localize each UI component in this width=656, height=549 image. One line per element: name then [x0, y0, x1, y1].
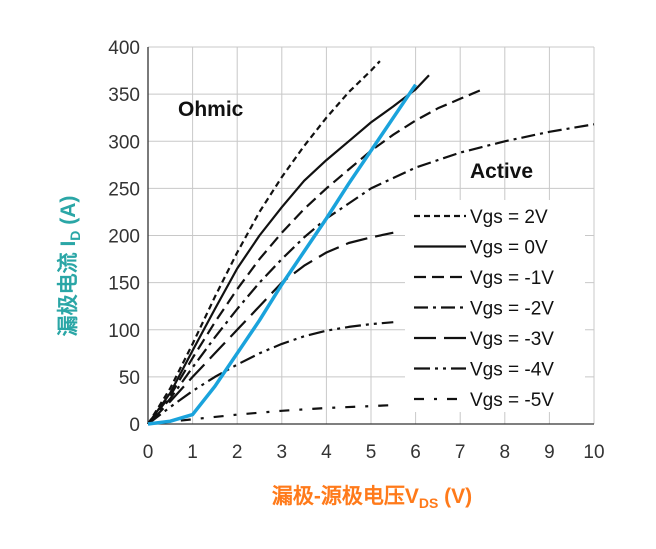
- y-tick-label: 100: [108, 321, 140, 342]
- legend-label-4: Vgs = -3V: [470, 329, 554, 350]
- x-tick-label: 1: [187, 442, 198, 463]
- legend-label-2: Vgs = -1V: [470, 268, 554, 289]
- x-tick-label: 0: [143, 442, 154, 463]
- y-axis-label: 漏极电流 ID (A): [56, 196, 83, 337]
- x-tick-label: 9: [544, 442, 555, 463]
- y-tick-label: 400: [108, 38, 140, 59]
- x-axis-label-main: 漏极-源极电压V: [272, 484, 419, 508]
- series-line-1: [147, 74, 430, 425]
- x-tick-label: 6: [410, 442, 421, 463]
- legend-label-5: Vgs = -4V: [470, 360, 554, 381]
- annotation-ohmic: Ohmic: [178, 98, 244, 121]
- legend: Vgs = 2V Vgs = 0V Vgs = -1V Vgs = -2V Vgs = …: [414, 207, 554, 411]
- x-tick-label: 2: [232, 442, 243, 463]
- y-tick-label: 200: [108, 227, 140, 248]
- y-tick-label: 350: [108, 85, 140, 106]
- y-tick-label: 300: [108, 132, 140, 153]
- series-line-2: [147, 88, 483, 425]
- series-line-4: [147, 231, 394, 425]
- legend-background: [405, 200, 585, 412]
- x-axis-label-subscript: DS: [419, 495, 438, 511]
- x-tick-label: 4: [321, 442, 332, 463]
- y-axis-label-main: 漏极电流 I: [56, 241, 80, 337]
- y-axis-label-unit: (A): [57, 196, 80, 231]
- x-axis-label: 漏极-源极电压VDS (V): [272, 484, 472, 511]
- x-tick-label: 8: [500, 442, 511, 463]
- y-axis-label-subscript: D: [67, 231, 83, 241]
- series-line-0: [147, 60, 381, 425]
- x-tick-label: 7: [455, 442, 466, 463]
- y-tick-label: 150: [108, 274, 140, 295]
- legend-label-3: Vgs = -2V: [470, 299, 554, 320]
- legend-label-0: Vgs = 2V: [470, 207, 548, 228]
- y-tick-label: 0: [129, 415, 140, 436]
- x-axis-label-unit: (V): [438, 485, 472, 508]
- legend-label-6: Vgs = -5V: [470, 390, 554, 411]
- series-line-5: [147, 321, 394, 425]
- x-tick-label: 3: [277, 442, 288, 463]
- annotation-active: Active: [470, 160, 533, 183]
- series-line-6: [147, 404, 394, 426]
- series-line-3: [147, 123, 595, 425]
- x-tick-label: 5: [366, 442, 377, 463]
- y-tick-label: 250: [108, 179, 140, 200]
- y-tick-label: 50: [119, 368, 140, 389]
- load-line: [147, 83, 418, 426]
- legend-label-1: Vgs = 0V: [470, 238, 548, 259]
- x-tick-label: 10: [583, 442, 604, 463]
